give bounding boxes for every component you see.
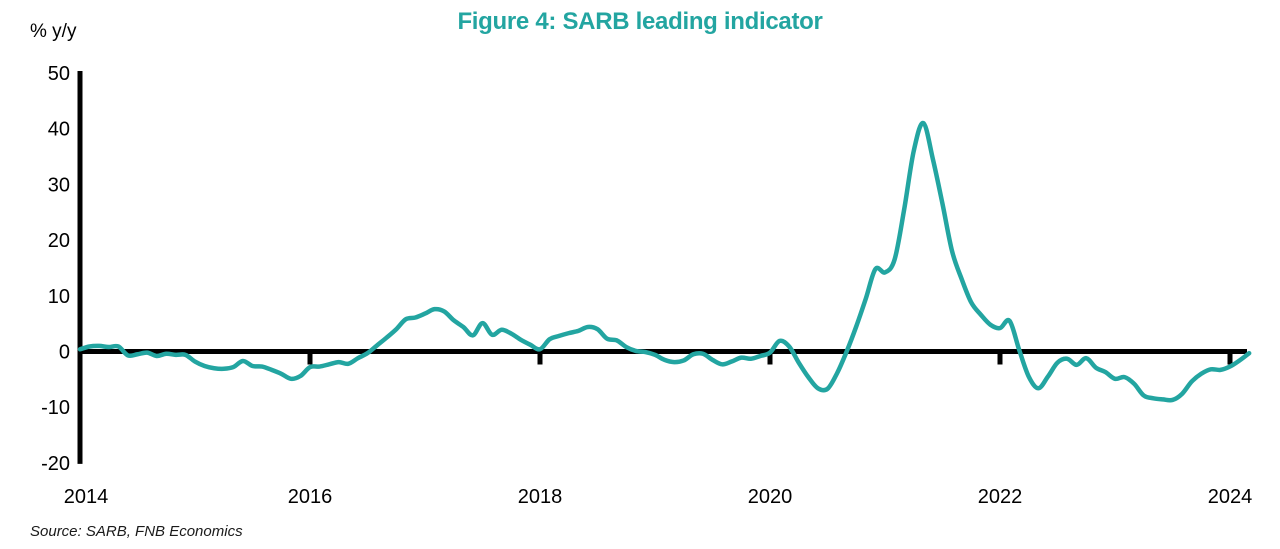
y-tick-label: -10 xyxy=(41,397,70,419)
x-tick-label: 2020 xyxy=(748,486,793,508)
y-tick-label: 0 xyxy=(59,342,70,364)
x-tick-label: 2014 xyxy=(64,486,109,508)
y-axis-unit-label: % y/y xyxy=(30,21,77,42)
y-tick-label: -20 xyxy=(41,453,70,475)
leading-indicator-line xyxy=(77,120,1252,403)
y-tick-label: 20 xyxy=(48,230,70,252)
y-tick-label: 40 xyxy=(48,119,70,141)
source-note: Source: SARB, FNB Economics xyxy=(30,523,243,540)
y-tick-label: 10 xyxy=(48,286,70,308)
y-tick-label: 50 xyxy=(48,63,70,85)
x-tick-label: 2024 xyxy=(1208,486,1253,508)
x-tick-label: 2022 xyxy=(978,486,1023,508)
x-tick-label: 2016 xyxy=(288,486,333,508)
x-tick-label: 2018 xyxy=(518,486,563,508)
chart-title: Figure 4: SARB leading indicator xyxy=(457,8,823,35)
y-tick-label: 30 xyxy=(48,174,70,196)
